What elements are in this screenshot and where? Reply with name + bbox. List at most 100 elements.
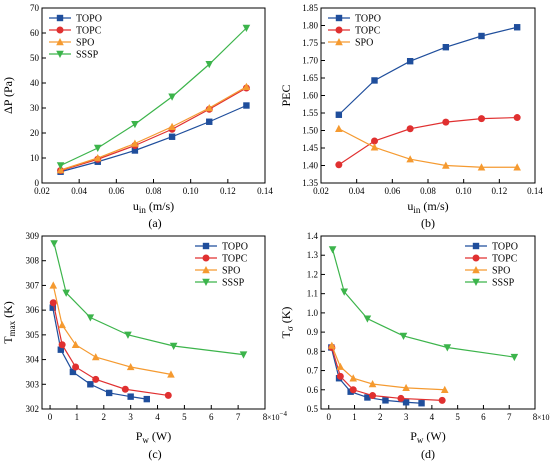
x-tick-label: 2 <box>378 412 383 422</box>
data-point-spo <box>442 161 450 169</box>
data-point-topo <box>371 77 378 84</box>
x-tick-label: 0.02 <box>313 186 329 196</box>
data-point-spo <box>56 166 65 174</box>
data-point-topc <box>121 385 129 393</box>
chart-panel-1: 0.02 0.04 0.06 0.08 0.10 0.12 0.14 0 10 20 30 40 50 6… <box>1 3 273 230</box>
data-point-sssp <box>443 344 452 352</box>
y-tick-label: 1.55 <box>302 108 318 118</box>
y-tick-label: 1.4 <box>307 231 319 241</box>
data-point-spo <box>406 155 414 163</box>
series-topc <box>57 84 250 174</box>
data-point-sssp <box>242 24 251 32</box>
x-axis-label: Pw (W) <box>136 429 172 445</box>
x-tick-label: 3 <box>404 412 409 422</box>
data-point-spo <box>205 104 214 112</box>
series-line-spo <box>331 345 445 391</box>
series-line-sssp <box>332 249 515 358</box>
data-point-topo <box>87 381 94 388</box>
x-tick-label: 7 <box>236 412 241 422</box>
panel-caption: (c) <box>148 447 161 461</box>
plot-frame <box>320 235 536 410</box>
legend-marker <box>472 242 480 250</box>
x-tick-label: 8 <box>263 412 268 422</box>
x-tick-label: 0.06 <box>384 186 400 196</box>
x-tick-label: 8 <box>533 412 538 422</box>
data-point-topc <box>442 118 450 126</box>
x-multiplier-base: ×10 <box>267 413 280 422</box>
legend-marker <box>202 254 210 262</box>
data-point-topc <box>336 372 344 380</box>
y-tick-label: 0.8 <box>307 346 319 356</box>
y-tick-label: 0.6 <box>307 385 319 395</box>
x-tick-label: 4 <box>155 412 160 422</box>
data-point-sssp <box>363 315 372 323</box>
y-tick-label: 309 <box>26 231 40 241</box>
data-point-spo <box>328 341 336 349</box>
y-tick-label: 0.5 <box>307 404 319 414</box>
x-axis-label-xlabel_unit: (W) <box>423 429 445 443</box>
data-point-topo <box>402 399 410 406</box>
legend-entry: SPO <box>76 38 94 49</box>
y-tick-label: 1.65 <box>302 73 318 83</box>
legend-entry: SSSP <box>222 278 245 289</box>
data-point-topc <box>513 114 521 122</box>
data-point-topc <box>58 341 66 349</box>
y-tick-label: 308 <box>26 256 40 266</box>
data-point-topo <box>243 102 250 109</box>
data-point-sssp <box>168 93 176 101</box>
legend-marker <box>56 38 64 46</box>
data-point-spo <box>168 122 176 130</box>
series-spo <box>328 341 449 393</box>
data-point-topo <box>69 368 77 376</box>
x-tick-label: 6 <box>209 412 214 422</box>
y-tick-label: 0.7 <box>307 366 319 376</box>
y-axis-label-ylabel: ΔP (Pa) <box>1 77 15 114</box>
x-tick-label: 0.14 <box>527 186 543 196</box>
data-point-sssp <box>131 121 139 129</box>
legend-entry: SSSP <box>492 278 515 289</box>
y-tick-label: 1.3 <box>307 250 319 260</box>
series-line-topo <box>60 104 247 173</box>
legend-entry: TOPC <box>222 254 248 265</box>
data-point-sssp <box>510 353 519 362</box>
y-axis-label-ylabel: PEC <box>279 84 293 106</box>
data-point-topo <box>418 400 425 407</box>
data-point-sssp <box>62 289 70 297</box>
y-tick-label: 1.35 <box>302 178 318 188</box>
legend-marker <box>202 278 210 286</box>
data-point-spo <box>58 320 66 329</box>
data-point-sssp <box>169 342 178 350</box>
x-axis-label-xlabel: u <box>133 199 139 213</box>
data-point-spo <box>370 143 379 151</box>
series-line-sssp <box>53 243 244 356</box>
legend-entry: TOPC <box>492 254 518 265</box>
plot-frame <box>320 7 536 184</box>
series-line-topo <box>338 26 518 116</box>
series-sssp <box>328 246 519 362</box>
legend-marker <box>472 254 480 262</box>
legend-marker <box>56 50 64 58</box>
y-tick-label: 10 <box>30 153 40 163</box>
legend-marker <box>56 14 64 22</box>
x-tick-label: 1 <box>75 412 80 422</box>
series-line-topc <box>60 87 247 172</box>
data-point-spo <box>131 139 139 147</box>
y-axis-label-ylabel: T <box>1 336 15 344</box>
legend-marker <box>335 26 343 34</box>
y-tick-label: 0 <box>35 178 40 188</box>
y-tick-label: 20 <box>30 128 40 138</box>
x-axis-label: uin (m/s) <box>407 199 448 215</box>
y-tick-label: 1.2 <box>307 269 318 279</box>
series-spo <box>49 281 175 378</box>
x-tick-label: 0.04 <box>71 186 87 196</box>
x-tick-label: 0.10 <box>456 186 472 196</box>
x-tick-label: 0 <box>48 412 53 422</box>
x-tick-label: 0.12 <box>220 186 236 196</box>
y-tick-label: 1.80 <box>302 21 318 31</box>
legend-marker <box>56 26 64 34</box>
series-topc <box>328 343 446 404</box>
x-tick-label: 1 <box>352 412 357 422</box>
